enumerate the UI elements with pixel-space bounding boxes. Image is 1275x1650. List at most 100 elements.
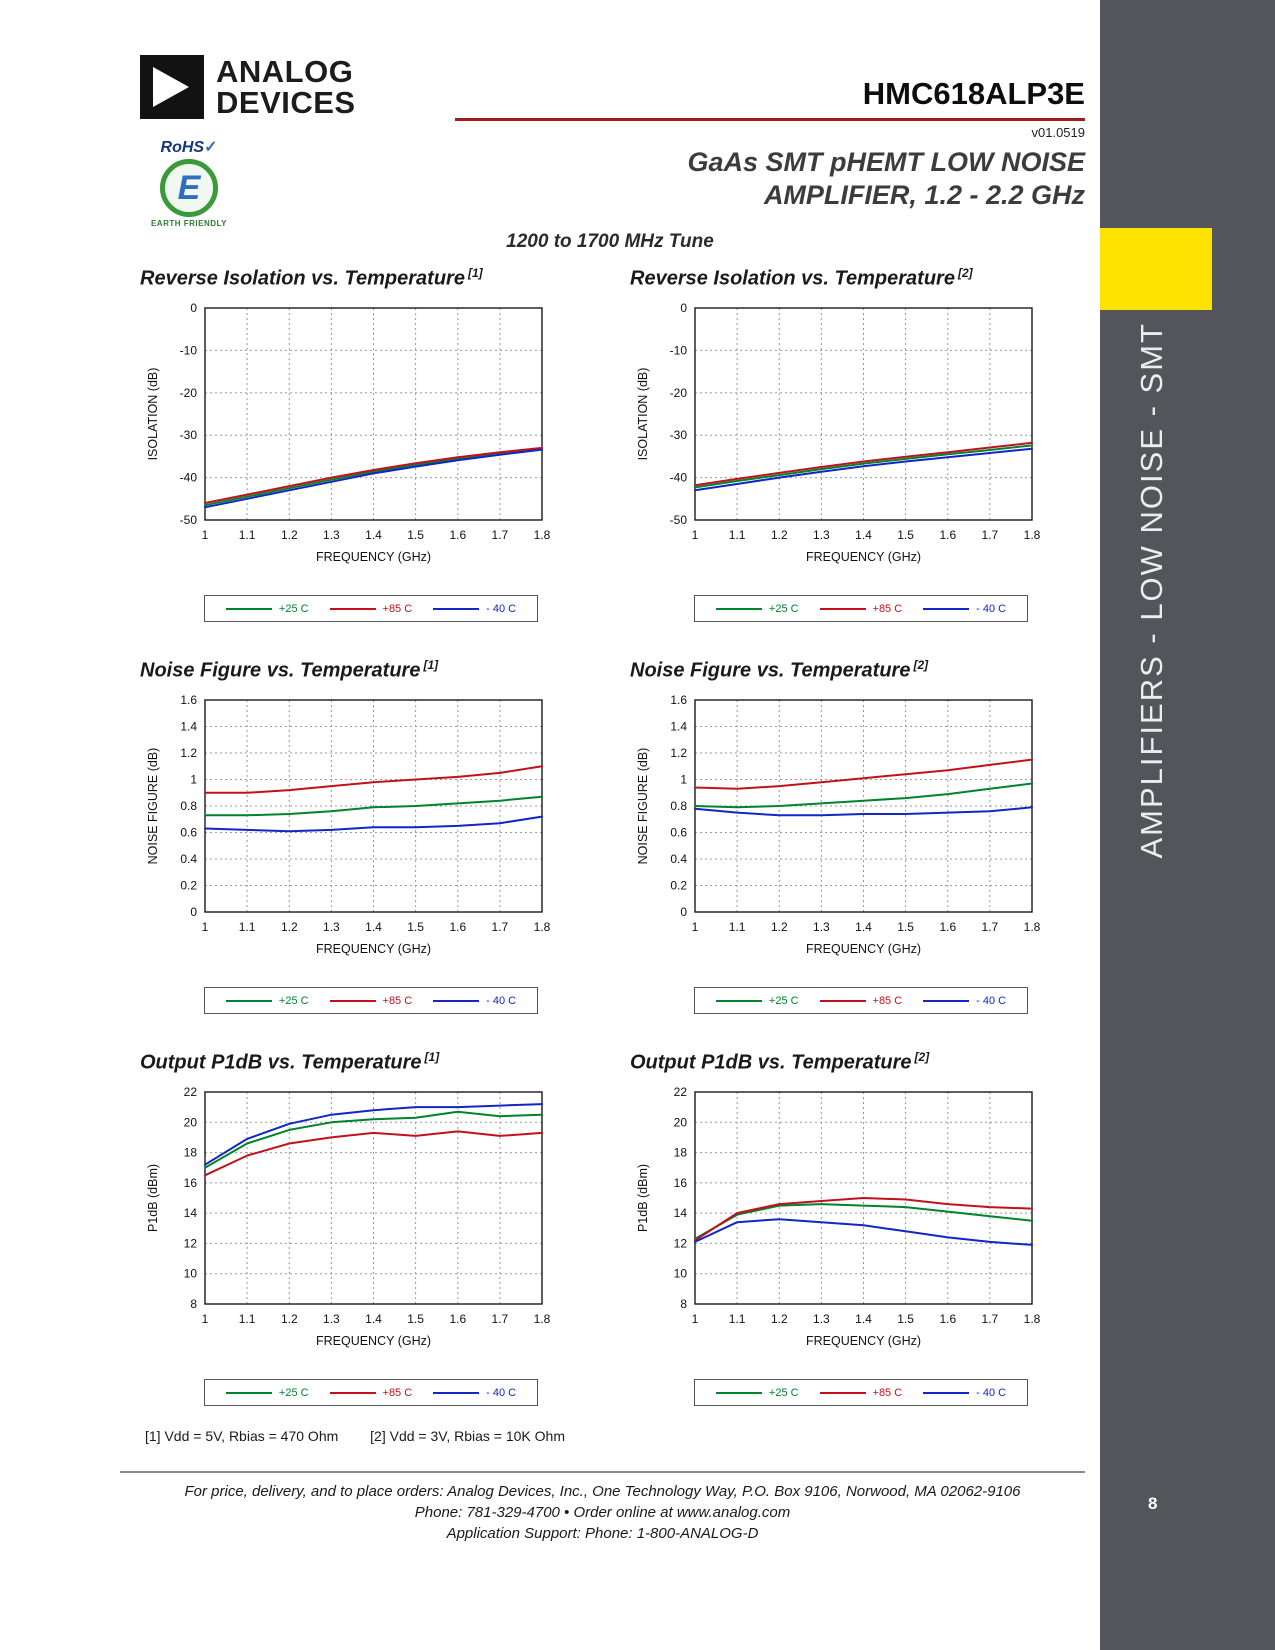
- legend-line-sample: [923, 607, 970, 610]
- line-chart: 1 1.1 1.2 1.3 1.4 1.5 1.6 1.7 1.8 8 10 12 14 16 18 20 22…: [630, 1080, 1090, 1375]
- svg-text:1.4: 1.4: [365, 920, 382, 934]
- svg-text:1: 1: [692, 920, 699, 934]
- legend-item: +85 C: [329, 602, 413, 615]
- analog-devices-logo: ANALOG DEVICES: [140, 55, 356, 119]
- svg-text:FREQUENCY (GHz): FREQUENCY (GHz): [316, 550, 431, 564]
- legend-label: +25 C: [768, 602, 799, 615]
- svg-text:1.7: 1.7: [982, 528, 999, 542]
- legend-label: - 40 C: [976, 602, 1007, 615]
- chart-title: Output P1dB vs. Temperature [2]: [630, 1050, 1090, 1080]
- legend-item: - 40 C: [923, 1387, 1006, 1399]
- footer-phone-line: Phone: 781-329-4700 • Order online at ww…: [414, 1504, 791, 1521]
- svg-text:18: 18: [674, 1146, 688, 1160]
- chart-legend: +25 C +85 C - 40 C: [204, 595, 538, 622]
- svg-text:16: 16: [184, 1176, 198, 1190]
- svg-text:14: 14: [674, 1206, 688, 1220]
- svg-text:-50: -50: [180, 513, 198, 527]
- legend-label: - 40 C: [486, 602, 517, 615]
- chart-title-ref: [1]: [424, 1050, 440, 1064]
- legend-item: +25 C: [225, 1386, 309, 1399]
- chart-title-ref: [1]: [467, 266, 483, 280]
- svg-text:0: 0: [190, 301, 197, 315]
- chart-legend: +25 C +85 C - 40 C: [694, 1379, 1028, 1406]
- svg-text:1.8: 1.8: [534, 920, 551, 934]
- svg-text:20: 20: [184, 1115, 198, 1129]
- legend-label: +25 C: [768, 1386, 799, 1399]
- svg-text:1.1: 1.1: [729, 1312, 746, 1326]
- svg-text:1.6: 1.6: [939, 528, 956, 542]
- adi-logo-icon: [140, 55, 204, 119]
- svg-text:1.5: 1.5: [897, 1312, 914, 1326]
- svg-text:1.4: 1.4: [855, 1312, 872, 1326]
- svg-text:1: 1: [190, 773, 197, 787]
- legend-item: - 40 C: [923, 603, 1006, 615]
- legend-label: +85 C: [382, 994, 413, 1007]
- svg-text:1.6: 1.6: [939, 1312, 956, 1326]
- chart-cell-noise-figure-2: Noise Figure vs. Temperature [2] 1 1.1 1.2 1…: [630, 658, 1090, 1014]
- svg-text:20: 20: [674, 1115, 688, 1129]
- legend-label: +85 C: [382, 602, 413, 615]
- legend-label: +85 C: [382, 1386, 413, 1399]
- svg-text:10: 10: [184, 1267, 198, 1281]
- chart-title: Noise Figure vs. Temperature [2]: [630, 658, 1090, 688]
- svg-text:22: 22: [674, 1085, 688, 1099]
- line-chart: 1 1.1 1.2 1.3 1.4 1.5 1.6 1.7 1.8 0 -10 -20 -30 -40 -5…: [140, 296, 600, 591]
- svg-text:1.2: 1.2: [281, 1312, 298, 1326]
- svg-text:1.3: 1.3: [323, 528, 340, 542]
- legend-line-sample: [433, 999, 480, 1002]
- brand-line-1: ANALOG: [216, 54, 354, 89]
- chart-title-ref: [2]: [914, 1050, 930, 1064]
- chart-cell-noise-figure-1: Noise Figure vs. Temperature [1] 1 1.1 1.2 1…: [140, 658, 600, 1014]
- svg-text:1: 1: [202, 920, 209, 934]
- svg-text:0: 0: [680, 905, 687, 919]
- svg-text:-40: -40: [670, 471, 688, 485]
- svg-text:1: 1: [692, 1312, 699, 1326]
- svg-text:-40: -40: [180, 471, 198, 485]
- line-chart: 1 1.1 1.2 1.3 1.4 1.5 1.6 1.7 1.8 0 0.2 0.4 0.6 0.8 1 1…: [140, 688, 600, 983]
- svg-text:ISOLATION (dB): ISOLATION (dB): [146, 368, 160, 461]
- svg-text:14: 14: [184, 1206, 198, 1220]
- legend-line-sample: [923, 999, 970, 1002]
- legend-label: - 40 C: [486, 1386, 517, 1399]
- product-subtitle: GaAs SMT pHEMT LOW NOISE AMPLIFIER, 1.2 …: [455, 146, 1085, 212]
- chart-cell-output-p1db-2: Output P1dB vs. Temperature [2] 1 1.1 1.2 1.…: [630, 1050, 1090, 1406]
- svg-text:-10: -10: [180, 343, 198, 357]
- svg-text:1.3: 1.3: [323, 920, 340, 934]
- svg-text:1.4: 1.4: [365, 1312, 382, 1326]
- svg-text:0: 0: [190, 905, 197, 919]
- svg-text:1.6: 1.6: [449, 528, 466, 542]
- subtitle-line-1: GaAs SMT pHEMT LOW NOISE: [687, 147, 1085, 177]
- svg-text:1.8: 1.8: [1024, 528, 1041, 542]
- legend-line-sample: [715, 999, 762, 1002]
- chart-cell-output-p1db-1: Output P1dB vs. Temperature [1] 1 1.1 1.2 1.…: [140, 1050, 600, 1406]
- svg-text:P1dB (dBm): P1dB (dBm): [146, 1164, 160, 1232]
- legend-item: +85 C: [819, 995, 902, 1007]
- legend-label: +25 C: [278, 1386, 309, 1399]
- svg-text:1.2: 1.2: [771, 1312, 788, 1326]
- svg-text:1.4: 1.4: [365, 528, 382, 542]
- legend-item: - 40 C: [923, 995, 1006, 1007]
- svg-text:1.3: 1.3: [813, 528, 830, 542]
- svg-text:8: 8: [190, 1297, 197, 1311]
- rohs-caption: EARTH FRIENDLY: [150, 219, 228, 228]
- legend-label: - 40 C: [976, 994, 1007, 1007]
- legend-item: +25 C: [715, 602, 799, 615]
- line-chart: 1 1.1 1.2 1.3 1.4 1.5 1.6 1.7 1.8 8 10 12 14 16 18 20 22…: [140, 1080, 600, 1375]
- svg-text:1.3: 1.3: [323, 1312, 340, 1326]
- legend-label: +25 C: [278, 602, 309, 615]
- chart-cell-reverse-isolation-2: Reverse Isolation vs. Temperature [2] 1 1.…: [630, 266, 1090, 622]
- svg-text:1.3: 1.3: [813, 1312, 830, 1326]
- legend-line-sample: [329, 999, 376, 1002]
- rohs-check-icon: ✓: [204, 139, 218, 156]
- legend-item: +85 C: [329, 1386, 413, 1399]
- legend-line-sample: [715, 1391, 762, 1394]
- svg-text:1.4: 1.4: [855, 528, 872, 542]
- earth-friendly-icon: E: [160, 159, 218, 217]
- line-chart: 1 1.1 1.2 1.3 1.4 1.5 1.6 1.7 1.8 0 0.2 0.4 0.6 0.8 1 1…: [630, 688, 1090, 983]
- line-chart: 1 1.1 1.2 1.3 1.4 1.5 1.6 1.7 1.8 0 -10 -20 -30 -40 -5…: [630, 296, 1090, 591]
- svg-text:16: 16: [674, 1176, 688, 1190]
- svg-text:18: 18: [184, 1146, 198, 1160]
- svg-text:1.1: 1.1: [239, 528, 256, 542]
- chart-title-ref: [2]: [957, 266, 973, 280]
- svg-text:1.6: 1.6: [670, 693, 687, 707]
